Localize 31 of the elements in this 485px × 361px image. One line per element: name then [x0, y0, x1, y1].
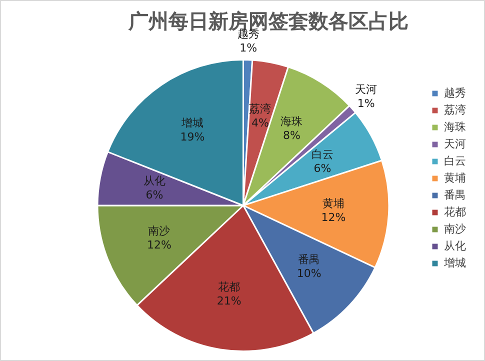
slice-label: 海珠	[280, 115, 303, 128]
data-label: 8%	[282, 129, 300, 142]
legend-label: 花都	[444, 205, 466, 218]
legend-label: 从化	[444, 239, 466, 252]
legend-label: 越秀	[444, 86, 466, 100]
slice-label: 番禺	[298, 253, 320, 266]
legend-label: 番禺	[444, 188, 466, 202]
slice-label: 黄埔	[322, 197, 344, 210]
slice-label: 从化	[143, 174, 166, 188]
slice-label: 增城	[180, 116, 204, 130]
legend-label: 白云	[444, 154, 466, 168]
data-label: 4%	[251, 116, 269, 130]
legend-label: 海珠	[444, 120, 466, 134]
legend-label: 荔湾	[444, 103, 466, 116]
data-label: 12%	[321, 211, 346, 224]
legend-label: 黄埔	[444, 171, 466, 184]
data-label: 12%	[147, 238, 172, 252]
data-label: 19%	[180, 130, 205, 144]
slice-label: 天河	[355, 83, 378, 96]
data-label: 1%	[240, 42, 258, 55]
slice-label: 白云	[311, 148, 334, 161]
data-label: 10%	[296, 267, 322, 280]
data-label: 6%	[146, 188, 164, 202]
legend-label: 天河	[444, 137, 466, 150]
slice-label: 花都	[218, 280, 240, 294]
legend-label: 增城	[443, 256, 466, 270]
data-label: 21%	[216, 294, 242, 308]
legend-label: 南沙	[444, 222, 466, 236]
slice-label: 南沙	[148, 224, 170, 238]
data-label: 1%	[357, 97, 375, 110]
data-label: 6%	[314, 162, 332, 175]
